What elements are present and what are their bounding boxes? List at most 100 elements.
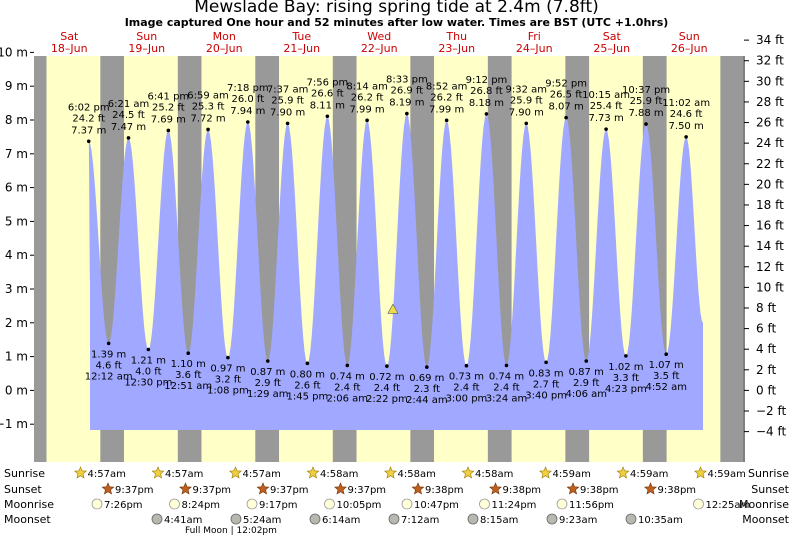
high-tide-m: 7.50 m [669,121,704,132]
left-tick-label: −1 m [0,417,28,431]
right-tick-label: 12 ft [756,260,784,274]
right-tick-label: 28 ft [756,95,784,109]
moonrise-time: 10:05pm [337,500,382,511]
low-tide-ft: 2.4 ft [453,383,479,394]
low-tide-time: 1:29 am [247,389,289,400]
low-tide-time: 2:44 am [406,395,448,406]
sunset-time: 9:37pm [115,485,154,496]
day-date: 26–Jun [671,42,708,55]
right-tick-label: 22 ft [756,157,784,171]
low-tide-point [106,341,111,346]
day-name: Sat [603,30,622,43]
right-tick-label: 30 ft [756,74,784,88]
day-date: 20–Jun [206,42,243,55]
high-tide-time: 6:02 pm [68,102,110,113]
moonrise-time: 11:56pm [569,500,614,511]
moonrise-time: 12:25am [706,500,751,511]
left-tick-label: 4 m [5,248,28,262]
right-tick-label: 34 ft [756,33,784,47]
high-tide-time: 11:02 am [662,98,710,109]
low-tide-ft: 4.0 ft [135,367,161,378]
low-tide-ft: 3.5 ft [653,371,679,382]
sunset-time: 9:38pm [580,485,619,496]
sunrise-icon [616,466,630,479]
high-tide-time: 9:12 pm [466,75,508,86]
chart-title: Mewslade Bay: rising spring tide at 2.4m… [194,0,599,17]
right-tick-label: 16 ft [756,219,784,233]
low-tide-point [265,359,270,363]
left-tick-label: 3 m [5,282,28,296]
sunrise-time: 4:59am [553,469,591,480]
moonset-time: 6:14am [322,515,360,526]
low-tide-m: 0.97 m [210,364,245,375]
high-tide-time: 8:52 am [426,81,468,92]
moonrise-icon [246,498,258,510]
high-tide-m: 7.94 m [230,106,265,117]
right-tick-label: 24 ft [756,136,784,150]
low-tide-ft: 2.7 ft [533,379,559,390]
chart-subtitle: Image captured One hour and 52 minutes a… [124,16,669,29]
low-tide-point [425,365,429,369]
sunset-icon [101,482,115,495]
low-tide-ft: 4.6 ft [95,360,121,371]
high-tide-m: 8.07 m [549,102,584,113]
moonrise-time: 11:24pm [492,500,537,511]
low-tide-ft: 2.4 ft [374,383,400,394]
sunrise-time: 4:58am [398,469,436,480]
moonset-time: 8:15am [480,515,518,526]
high-tide-ft: 25.4 ft [590,101,623,112]
sunrise-icon [461,466,475,479]
day-date: 24–Jun [516,42,553,55]
sunrise-time: 4:57am [243,469,281,480]
day-name: Mon [213,30,236,43]
sunset-time: 9:37pm [348,485,387,496]
low-tide-point [624,354,628,358]
high-tide-point [325,114,330,119]
high-tide-time: 8:14 am [346,81,388,92]
low-tide-ft: 3.2 ft [215,375,241,386]
right-tick-label: 20 ft [756,177,784,191]
low-tide-m: 0.74 m [330,371,365,382]
high-tide-ft: 26.5 ft [550,90,583,101]
high-tide-point [484,112,489,116]
high-tide-m: 7.72 m [190,113,225,124]
high-tide-m: 7.90 m [509,107,544,118]
row-label-sunset-left: Sunset [4,483,42,496]
high-tide-ft: 25.3 ft [192,101,225,112]
day-date: 22–Jun [361,42,398,55]
moonset-icon [151,513,163,525]
low-tide-time: 3:24 am [486,393,528,404]
low-tide-m: 0.74 m [489,371,524,382]
right-tick-label: 10 ft [756,280,784,294]
high-tide-point [126,136,131,140]
day-name: Thu [445,30,467,43]
low-tide-point [345,363,350,368]
moonrise-time: 9:17pm [259,500,298,511]
low-tide-time: 2:06 am [327,393,369,404]
right-tick-label: 18 ft [756,198,784,212]
low-tide-m: 1.39 m [91,349,126,360]
sunrise-icon [306,466,320,479]
day-name: Fri [528,30,541,43]
high-tide-m: 8.19 m [389,98,424,109]
right-tick-label: 8 ft [756,301,776,315]
low-tide-m: 0.69 m [409,373,444,384]
low-tide-point [584,359,589,363]
low-tide-time: 4:23 pm [605,384,647,395]
low-tide-point [305,361,310,366]
high-tide-ft: 24.5 ft [112,110,145,121]
day-name: Sat [60,30,79,43]
high-tide-ft: 24.6 ft [670,109,703,120]
high-tide-m: 7.90 m [270,107,305,118]
high-tide-m: 7.69 m [151,114,186,125]
right-tick-label: −2 ft [756,404,787,418]
moonset-icon [309,513,321,525]
current-tide-marker [387,303,399,314]
high-tide-time: 7:37 am [267,84,309,95]
day-name: Wed [367,30,391,43]
high-tide-point [444,118,449,123]
right-tick-label: 6 ft [756,322,776,336]
high-tide-point [206,127,210,132]
sunset-icon [334,482,347,495]
moonset-time: 10:35am [638,515,683,526]
